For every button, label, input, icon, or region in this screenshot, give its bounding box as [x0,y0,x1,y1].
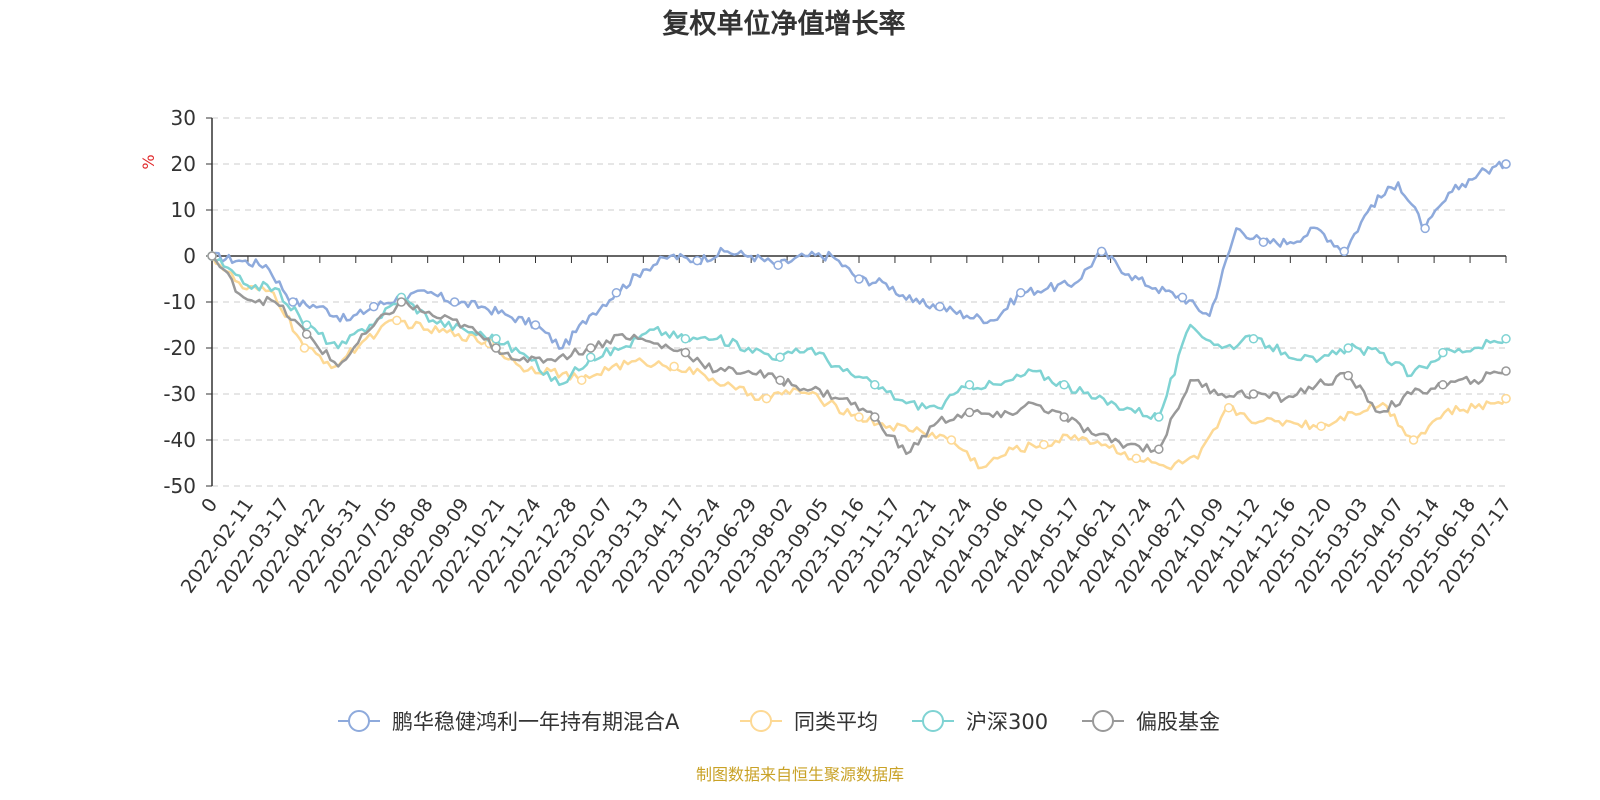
y-tick-label: -10 [163,290,196,314]
legend-item-2[interactable]: 沪深300 [912,710,1048,734]
series-point [854,274,864,284]
series-point [585,343,596,353]
legend-label: 沪深300 [966,710,1048,734]
legend-marker-icon [922,710,944,732]
series-point [680,347,691,358]
legend-item-1[interactable]: 同类平均 [740,710,878,734]
series-point [530,320,541,330]
series-point [761,393,772,404]
legend-item-0[interactable]: 鹏华稳健鸿利一年持有期混合A [338,710,680,734]
series-lines [207,159,1511,471]
legend-item-3[interactable]: 偏股基金 [1082,710,1220,734]
series-point [1248,389,1259,399]
y-tick-label: 20 [171,152,196,176]
legend-marker-icon [750,710,772,732]
legend-marker-icon [1092,710,1114,732]
series-point [964,407,975,418]
series-point [611,288,622,298]
y-tick-label: 0 [183,244,196,268]
legend[interactable]: 鹏华稳健鸿利一年持有期混合A 同类平均 沪深300 偏股基金 [338,710,1220,734]
series-point [1059,412,1069,422]
legend-label: 偏股基金 [1136,710,1220,734]
gridlines [212,117,1506,487]
series-point [935,301,945,312]
series-point [1343,343,1353,353]
legend-label: 鹏华稳健鸿利一年持有期混合A [392,710,680,734]
y-axis-unit: % [139,154,158,169]
series-point [773,260,783,270]
x-axis: 02022-02-112022-03-172022-04-222022-05-3… [177,255,1516,597]
series-point [301,320,312,330]
legend-label: 同类平均 [794,710,878,734]
x-tick-label: 0 [197,494,222,517]
series-point [207,251,217,261]
series-point [449,297,460,307]
series-point [1501,159,1511,169]
series-point [775,375,785,385]
chart-title: 复权单位净值增长率 [663,8,906,40]
series-point [870,412,880,422]
series-point [491,343,501,353]
series-point [1339,246,1349,257]
series-point [1154,412,1164,422]
series-point [1343,370,1353,381]
series-point [1420,223,1430,234]
legend-marker-icon [348,710,370,732]
series-line-1 [210,255,1507,471]
series-point [1408,435,1419,445]
series-point [1177,292,1188,303]
data-source-note: 制图数据来自恒生聚源数据库 [696,765,904,784]
series-point [1438,380,1448,390]
series-point [692,255,702,266]
series-point [1016,288,1026,298]
series-point [1501,334,1511,344]
series-point [946,435,957,445]
series-point [392,315,402,326]
series-line-3 [211,255,1507,456]
series-point [870,380,880,390]
series-point [576,375,587,385]
series-point [1223,403,1234,413]
series-point [1059,380,1069,390]
y-axis: 30 20 10 0 -10 -20 -30 -40 -50 [163,106,213,498]
series-point [1501,393,1511,404]
series-point [288,297,298,307]
y-tick-label: -40 [163,428,196,452]
series-point [1154,444,1164,454]
series-point [299,343,310,353]
series-point [964,380,975,390]
series-point [585,352,596,362]
series-point [1316,421,1326,431]
series-point [1258,237,1269,247]
series-point [1501,366,1511,376]
series-point [1039,439,1049,450]
series-point [775,352,785,362]
series-line-2 [211,255,1507,420]
series-point [680,334,691,344]
series-point [1438,347,1448,358]
series-point [1131,453,1142,464]
series-point [396,297,407,307]
y-tick-label: -50 [163,474,196,498]
series-point [369,301,379,312]
series-point [669,361,679,372]
series-point [1248,334,1259,344]
series-point [1096,246,1107,257]
y-tick-label: 30 [171,106,196,130]
series-point [301,329,312,339]
series-point [491,334,501,344]
series-point [854,412,864,422]
y-tick-label: -30 [163,382,196,406]
y-tick-label: -20 [163,336,196,360]
y-tick-label: 10 [171,198,196,222]
